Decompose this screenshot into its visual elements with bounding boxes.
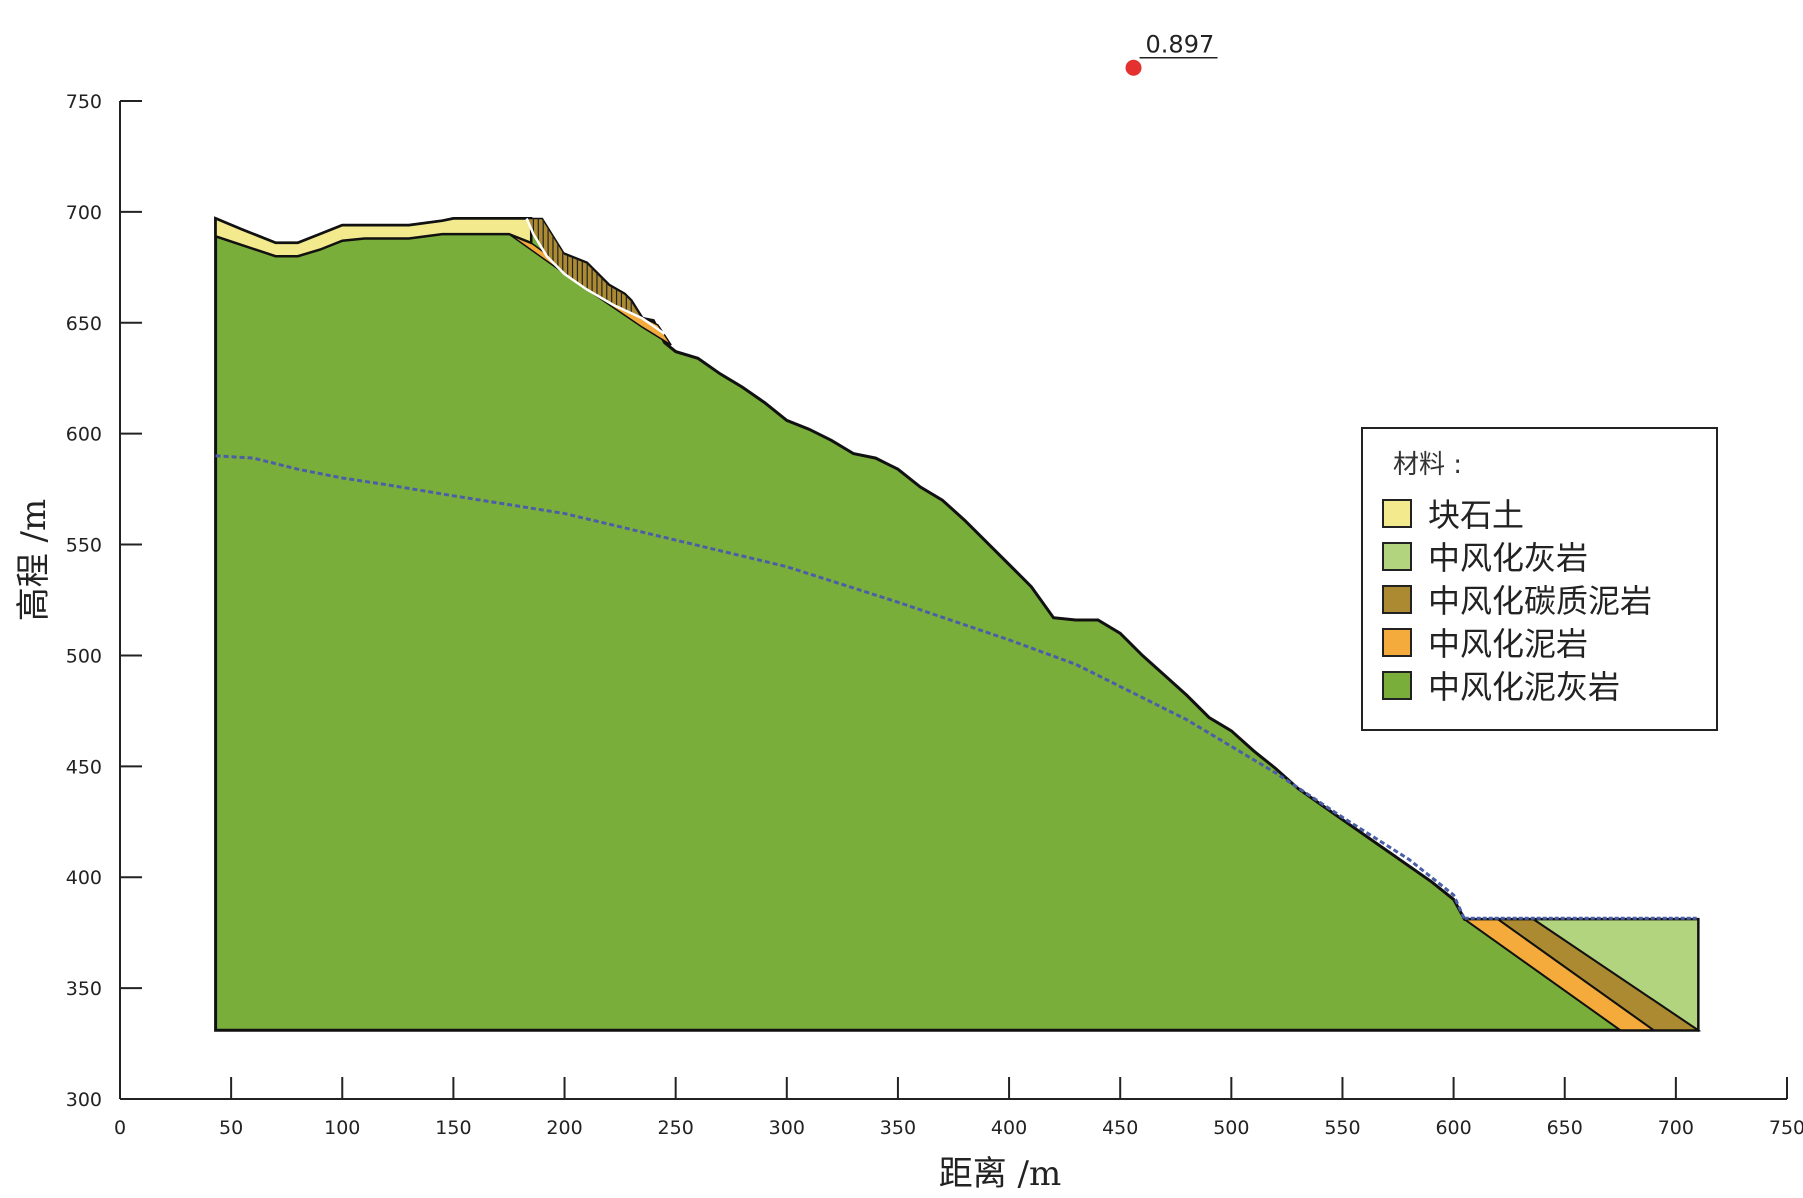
x-tick-label: 650 [1547,1117,1583,1139]
x-tick-label: 400 [991,1117,1027,1139]
legend-label: 中风化泥岩 [1428,625,1588,663]
x-axis-ticks: 0 50 100 150 200 250 300 350 400 450 500 550 600 650 7… [114,1077,1803,1139]
legend-entry: 中风化灰岩 [1382,539,1588,577]
slope-model [214,216,1702,1033]
legend-entry: 中风化泥灰岩 [1382,668,1620,706]
x-tick-label: 300 [769,1117,805,1139]
x-axis-title: 距离 /m [939,1154,1062,1194]
x-tick-label: 150 [435,1117,471,1139]
x-tick-label: 450 [1102,1117,1138,1139]
legend: 材料 : 块石土 中风化灰岩 中风化碳质泥岩 中风化泥岩 中风化泥灰岩 [1361,427,1718,731]
water-table-line [215,454,1467,921]
legend-label: 中风化碳质泥岩 [1428,582,1652,620]
x-tick-label: 50 [219,1117,243,1139]
legend-swatch-mudstone [1382,628,1412,657]
legend-entry: 块石土 [1382,496,1524,534]
x-tick-label: 700 [1658,1117,1694,1139]
slip-surface-line [525,218,666,335]
x-tick-label: 250 [658,1117,694,1139]
x-tick-label: 500 [1213,1117,1249,1139]
x-tick-label: 100 [324,1117,360,1139]
slip-mass-hatch-lines [532,218,632,314]
y-tick-label: 650 [66,313,102,335]
x-tick-label: 750 [1769,1117,1803,1139]
y-axis-ticks: 300 350 400 450 500 550 600 650 700 750 [66,91,142,1111]
y-tick-label: 750 [66,91,102,113]
legend-label: 块石土 [1428,496,1524,534]
legend-swatch-block-stone-soil [1382,499,1412,528]
factor-of-safety-label: 0.897 [1146,31,1215,59]
legend-swatch-marl [1382,671,1412,700]
x-tick-label: 0 [114,1117,126,1139]
legend-title: 材料 : [1393,450,1462,480]
x-tick-label: 550 [1324,1117,1360,1139]
slip-center-point [1125,59,1142,76]
y-tick-label: 700 [66,202,102,224]
legend-entry: 中风化碳质泥岩 [1382,582,1652,620]
legend-entry: 中风化泥岩 [1382,625,1588,663]
legend-frame [1361,427,1718,731]
legend-label: 中风化灰岩 [1428,539,1588,577]
y-tick-label: 600 [66,424,102,446]
y-tick-label: 500 [66,645,102,667]
y-axis-title: 高程 /m [14,499,54,622]
legend-label: 中风化泥灰岩 [1428,668,1620,706]
y-tick-label: 450 [66,756,102,778]
x-tick-label: 200 [546,1117,582,1139]
legend-swatch-weathered-limestone [1382,542,1412,571]
y-tick-label: 300 [66,1089,102,1111]
x-tick-label: 350 [880,1117,916,1139]
y-tick-label: 350 [66,978,102,1000]
x-tick-label: 600 [1435,1117,1471,1139]
y-tick-label: 400 [66,867,102,889]
y-tick-label: 550 [66,535,102,557]
legend-swatch-carbonaceous-mudstone [1382,585,1412,614]
layer-mudstone [1461,918,1657,1032]
